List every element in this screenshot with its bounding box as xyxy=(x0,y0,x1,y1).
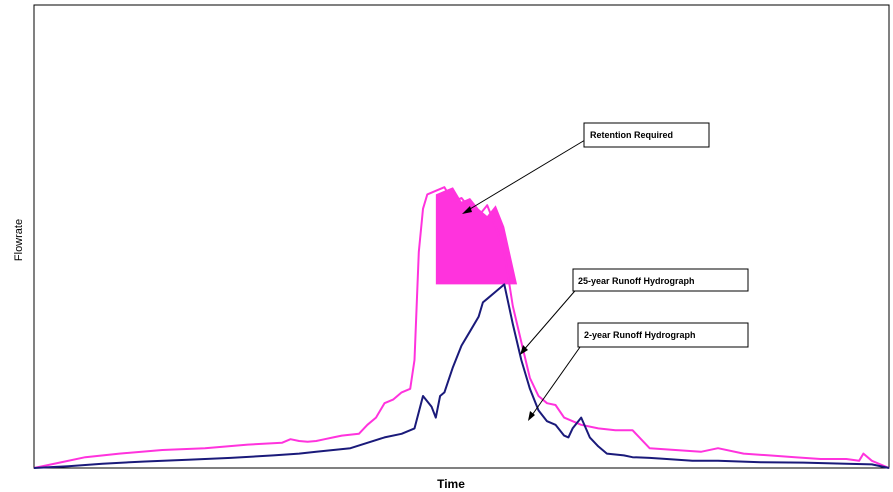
x-axis-title: Time xyxy=(437,477,465,491)
arrowhead-2yr xyxy=(528,411,535,421)
callout-2yr: 2-year Runoff Hydrograph xyxy=(528,322,749,421)
label-retention: Retention Required xyxy=(590,130,673,140)
callout-retention: Retention Required xyxy=(462,122,710,214)
arrow-retention xyxy=(464,139,586,213)
arrow-25yr xyxy=(521,284,581,353)
label-box-retention xyxy=(583,122,710,148)
series-line-25yr xyxy=(33,186,890,469)
arrow-2yr xyxy=(529,339,586,419)
label-2yr: 2-year Runoff Hydrograph xyxy=(584,330,696,340)
retention-area xyxy=(435,187,518,285)
callout-25yr: 25-year Runoff Hydrograph xyxy=(520,268,749,355)
arrowhead-25yr xyxy=(520,345,528,355)
label-25yr: 25-year Runoff Hydrograph xyxy=(578,276,695,286)
arrowhead-retention xyxy=(462,206,472,214)
chart-marks xyxy=(33,186,890,469)
label-box-2yr xyxy=(577,322,749,348)
label-box-25yr xyxy=(572,268,749,292)
y-axis-title: Flowrate xyxy=(13,219,25,261)
series-line-2yr xyxy=(33,283,890,469)
